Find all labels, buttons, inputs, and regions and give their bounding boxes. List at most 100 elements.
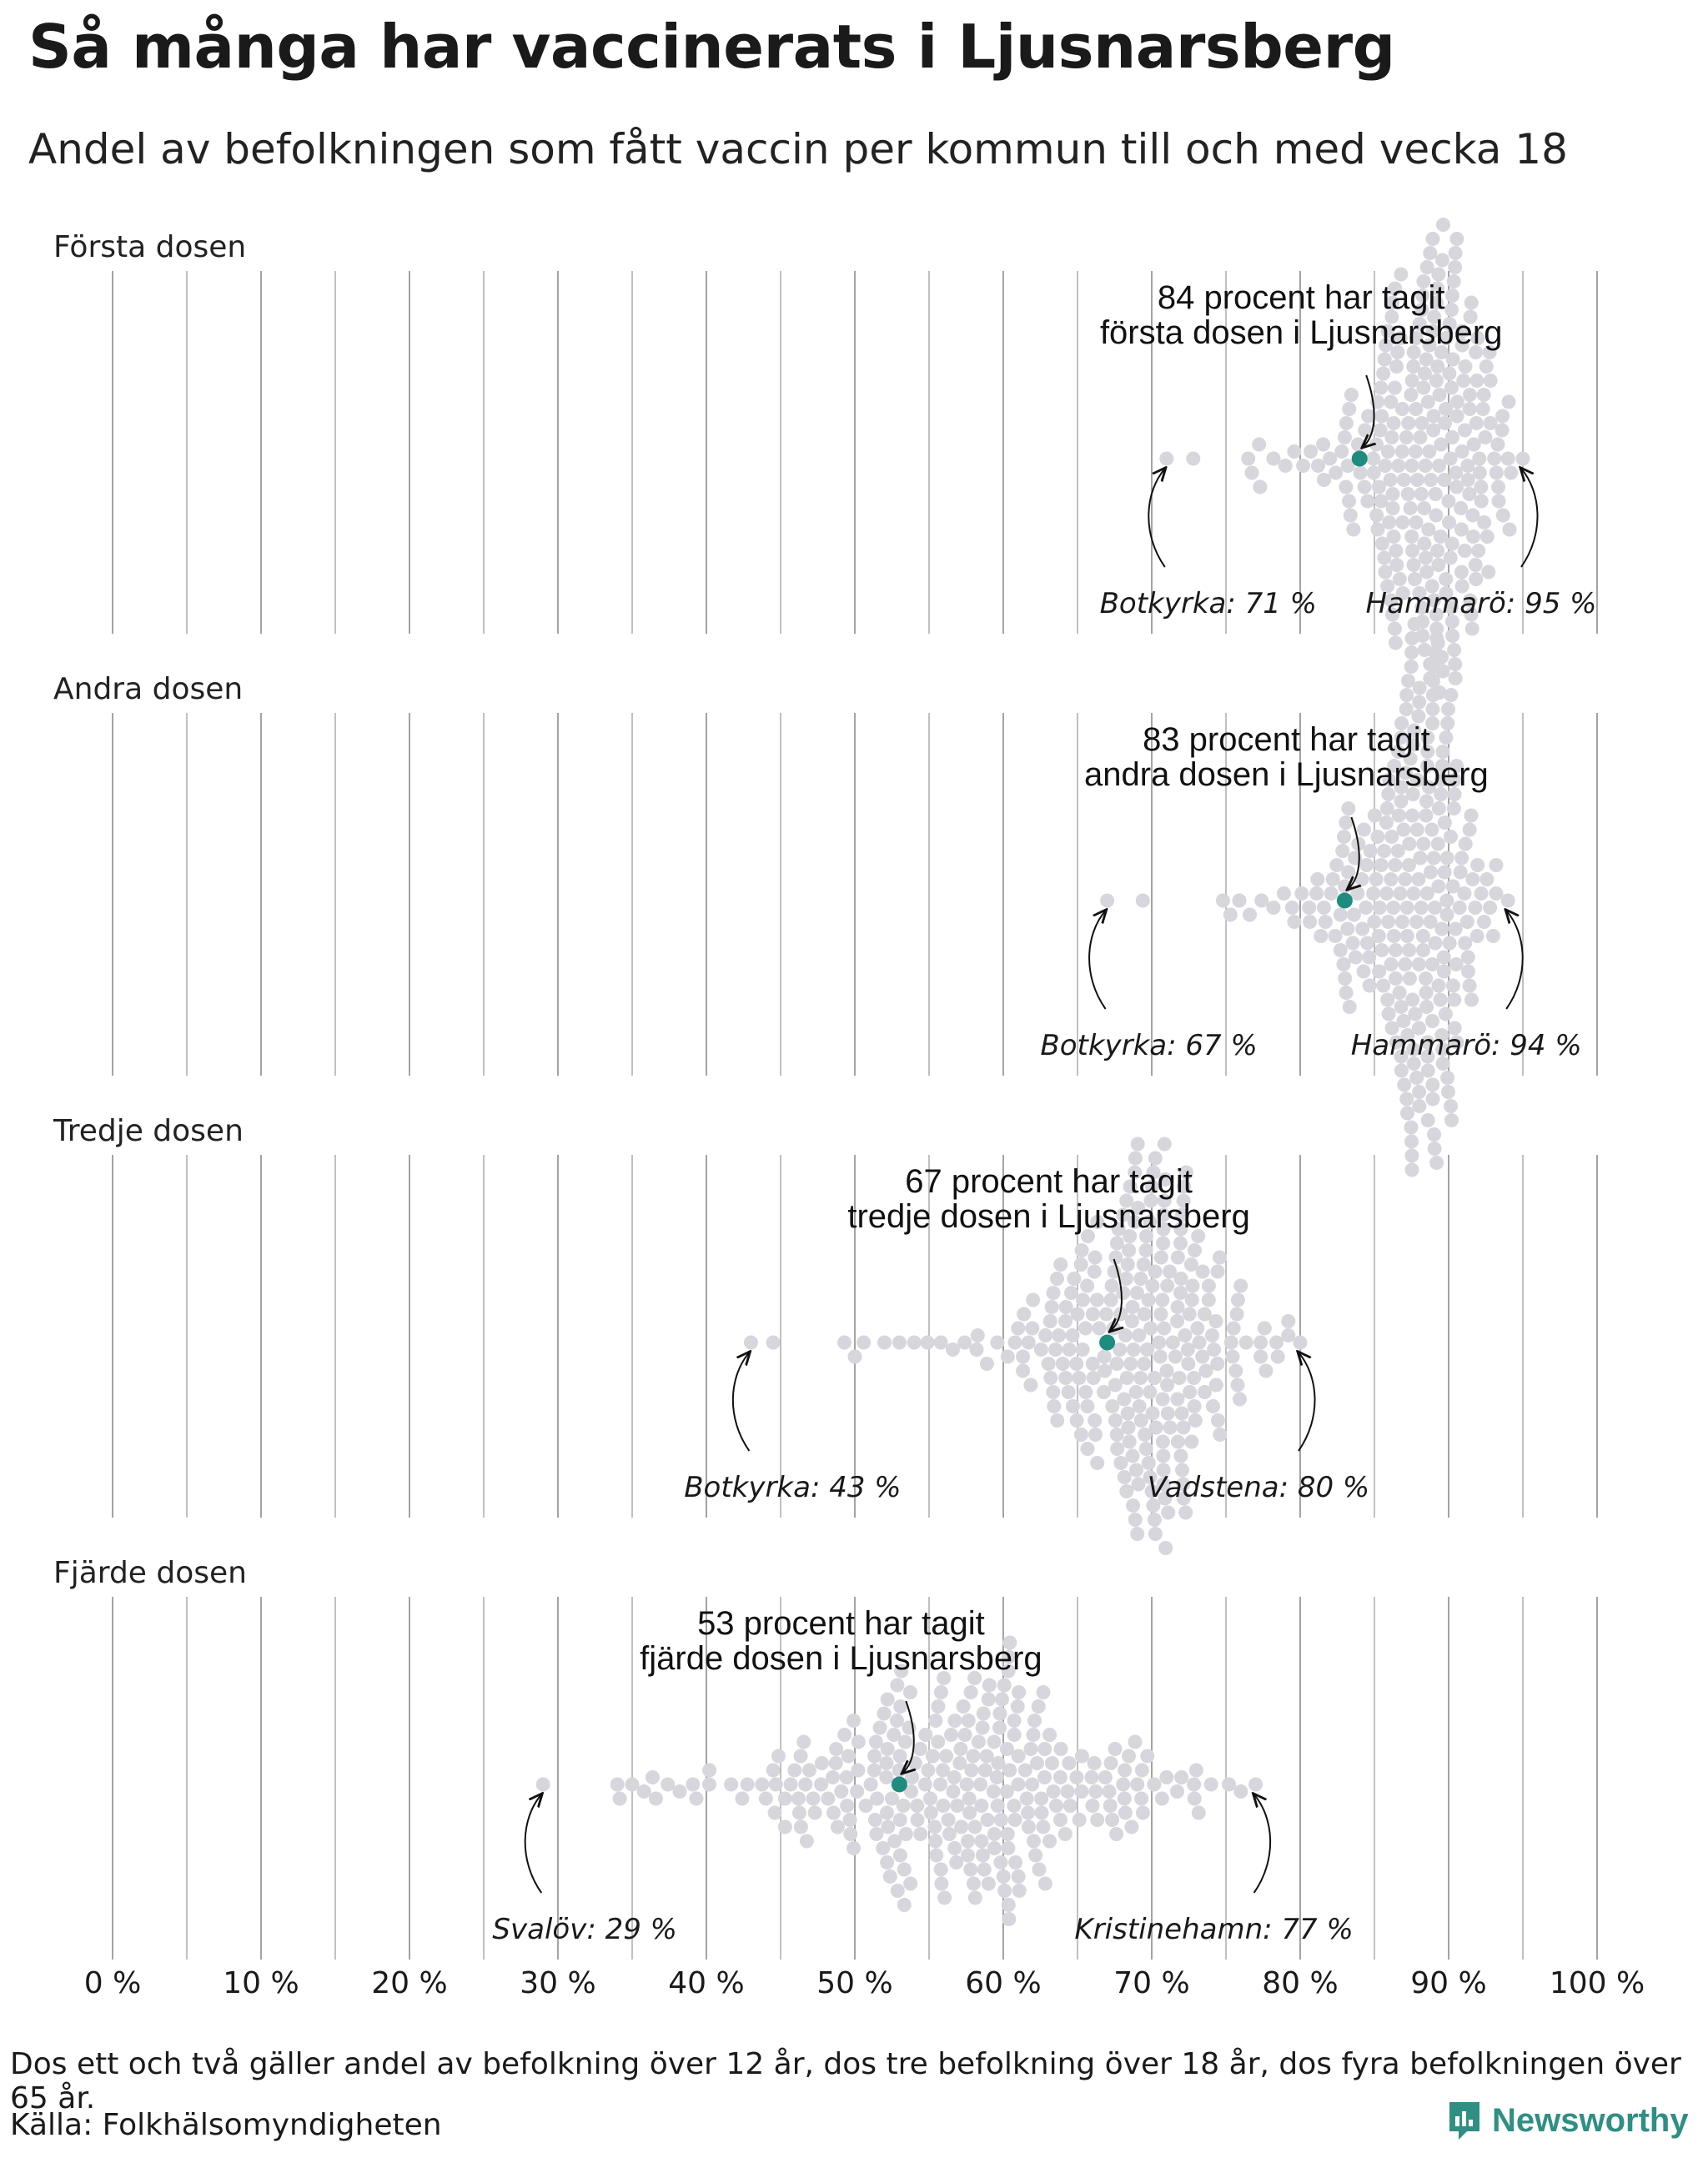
municipality-dot <box>1342 1000 1357 1014</box>
municipality-dot <box>1122 1243 1137 1257</box>
municipality-dot <box>1466 437 1481 452</box>
municipality-dot <box>1370 522 1385 537</box>
municipality-dot <box>1065 1328 1080 1342</box>
municipality-dot <box>923 1805 938 1820</box>
municipality-dot <box>1049 1799 1063 1813</box>
municipality-dot <box>1384 872 1399 886</box>
municipality-dot <box>1058 1371 1073 1385</box>
municipality-dot <box>1406 345 1421 359</box>
municipality-dot <box>1431 558 1446 572</box>
municipality-dot <box>1427 1142 1442 1156</box>
municipality-dot <box>1394 267 1409 282</box>
municipality-dot <box>1424 473 1439 487</box>
municipality-dot <box>1411 957 1426 971</box>
municipality-dot <box>1417 501 1432 515</box>
municipality-dot <box>1046 1784 1061 1799</box>
municipality-dot <box>1098 1770 1113 1784</box>
municipality-dot <box>921 1763 936 1778</box>
municipality-dot <box>1404 388 1419 402</box>
municipality-dot <box>1474 479 1489 494</box>
municipality-dot <box>1464 808 1479 823</box>
municipality-dot <box>1462 487 1477 501</box>
municipality-dot <box>828 1756 843 1770</box>
municipality-dot <box>1475 402 1490 416</box>
municipality-dot <box>791 1791 806 1806</box>
highlight-annotation-line1: 67 procent har tagit <box>905 1163 1193 1200</box>
municipality-dot <box>1157 1137 1172 1152</box>
municipality-dot <box>1426 409 1441 424</box>
max-label: Vadstena: 80 % <box>1148 1471 1370 1504</box>
municipality-dot <box>1429 1156 1444 1170</box>
municipality-dot <box>1130 1286 1144 1300</box>
municipality-dot <box>923 1791 937 1806</box>
municipality-dot <box>1366 886 1381 901</box>
municipality-dot <box>1088 1428 1103 1442</box>
municipality-dot <box>1458 836 1473 851</box>
municipality-dot <box>893 1699 908 1714</box>
municipality-dot <box>1385 501 1400 515</box>
municipality-dot <box>1399 702 1414 716</box>
municipality-dot <box>880 1855 895 1869</box>
municipality-dot <box>1140 1749 1155 1764</box>
max-arrow <box>1506 911 1524 1010</box>
municipality-dot <box>1444 303 1459 317</box>
municipality-dot <box>979 1749 994 1764</box>
municipality-dot <box>957 1335 972 1350</box>
municipality-dot <box>1434 253 1449 268</box>
municipality-dot <box>1007 1728 1022 1742</box>
municipality-dot <box>1359 858 1374 872</box>
municipality-dot <box>1367 915 1382 929</box>
municipality-dot <box>1335 844 1350 858</box>
municipality-dot <box>1223 1335 1238 1350</box>
municipality-dot <box>1470 858 1485 872</box>
municipality-dot <box>1399 901 1414 915</box>
municipality-dot <box>1392 572 1407 586</box>
municipality-dot <box>646 1770 660 1784</box>
municipality-dot <box>1183 1385 1198 1399</box>
municipality-dot <box>1393 331 1408 345</box>
municipality-dot <box>880 1805 894 1820</box>
municipality-dot <box>1276 886 1291 901</box>
municipality-dot <box>787 1763 802 1778</box>
municipality-dot <box>1201 1292 1216 1307</box>
municipality-dot <box>1317 473 1331 487</box>
municipality-dot <box>1153 1307 1168 1322</box>
municipality-dot <box>1128 1151 1143 1166</box>
municipality-dot <box>1391 745 1405 759</box>
municipality-dot <box>1448 246 1463 260</box>
municipality-dot <box>1144 1179 1159 1194</box>
municipality-dot <box>877 1706 892 1721</box>
municipality-dot <box>1339 416 1354 430</box>
municipality-dot <box>1050 1272 1064 1286</box>
municipality-dot <box>1119 1484 1134 1498</box>
municipality-dot <box>992 1706 1007 1721</box>
municipality-dot <box>1120 1406 1135 1421</box>
municipality-dot <box>1110 1442 1125 1456</box>
municipality-dot <box>1241 451 1256 466</box>
municipality-dot <box>1195 1264 1210 1279</box>
municipality-dot <box>1445 629 1460 643</box>
municipality-dot <box>1394 780 1409 795</box>
municipality-dot <box>1128 1165 1143 1180</box>
min-arrow <box>1148 469 1165 568</box>
municipality-dot <box>1401 416 1416 430</box>
municipality-dot <box>1409 1071 1424 1085</box>
municipality-dot <box>1120 1257 1135 1272</box>
municipality-dot <box>1437 865 1452 880</box>
municipality-dot <box>1085 1357 1100 1371</box>
municipality-dot <box>1515 451 1530 466</box>
municipality-dot <box>842 1813 857 1827</box>
x-tick-label: 90 % <box>1410 1966 1486 2000</box>
panel-label: Andra dosen <box>53 672 243 706</box>
municipality-dot <box>1425 1092 1440 1107</box>
municipality-dot <box>1489 465 1504 480</box>
municipality-dot <box>1021 1805 1036 1820</box>
municipality-dot <box>1105 1813 1120 1827</box>
municipality-dot <box>1158 1541 1173 1555</box>
municipality-dot <box>1233 1784 1248 1799</box>
municipality-dot <box>937 1890 952 1905</box>
municipality-dot <box>1248 1777 1263 1792</box>
municipality-dot <box>1017 1307 1032 1322</box>
municipality-dot <box>1462 822 1477 837</box>
municipality-dot <box>771 1749 786 1764</box>
